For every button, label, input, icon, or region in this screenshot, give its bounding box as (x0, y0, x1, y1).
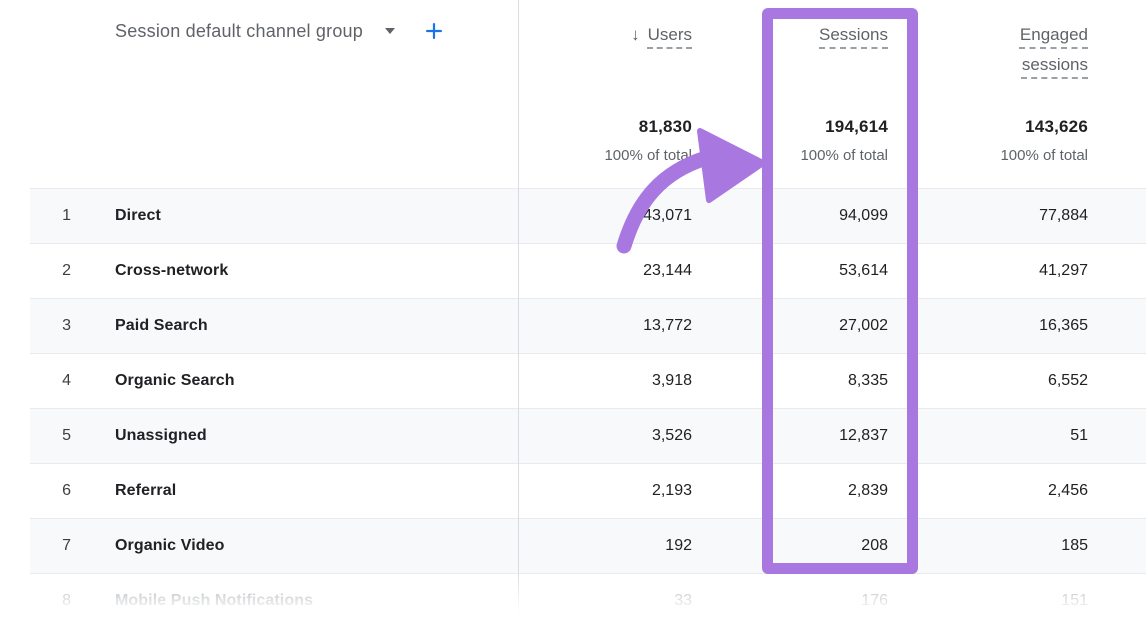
users-total: 81,830 100% of total (518, 95, 710, 164)
table-row: 5 Unassigned 3,526 12,837 51 (30, 408, 1146, 463)
row-index: 2 (62, 262, 71, 279)
users-value: 3,918 (651, 372, 692, 389)
sort-desc-icon: ↓ (631, 25, 640, 44)
table-row: 6 Referral 2,193 2,839 2,456 (30, 463, 1146, 518)
sessions-value: 27,002 (839, 317, 888, 334)
channel-name: Cross-network (115, 262, 229, 279)
users-value: 13,772 (643, 317, 692, 334)
sessions-value: 53,614 (839, 262, 888, 279)
dimension-label: Session default channel group (115, 20, 363, 41)
row-index: 7 (62, 537, 71, 554)
engaged-sessions-value: 16,365 (1039, 317, 1088, 334)
table-row: 4 Organic Search 3,918 8,335 6,552 (30, 353, 1146, 408)
sessions-value: 2,839 (847, 482, 888, 499)
row-index: 1 (62, 207, 71, 224)
users-value: 192 (665, 537, 692, 554)
table-row: 8 Mobile Push Notifications 33 176 151 (30, 573, 1146, 619)
users-value: 2,193 (651, 482, 692, 499)
row-index: 5 (62, 427, 71, 444)
engaged-sessions-header-label: Engaged sessions (1019, 25, 1088, 74)
dimension-metrics-divider (518, 0, 519, 619)
table-row: 1 Direct 43,071 94,099 77,884 (30, 188, 1146, 243)
engaged-sessions-value: 41,297 (1039, 262, 1088, 279)
sessions-total-caption: 100% of total (800, 147, 888, 164)
plus-icon (426, 23, 442, 39)
column-header-engaged-sessions[interactable]: Engaged sessions (908, 0, 1146, 80)
add-dimension-button[interactable] (423, 20, 445, 42)
channel-name: Referral (115, 482, 177, 499)
engaged-sessions-value: 51 (1070, 427, 1088, 444)
sessions-total: 194,614 100% of total (710, 95, 908, 164)
row-index: 6 (62, 482, 71, 499)
dimension-picker[interactable]: Session default channel group (75, 0, 518, 42)
engaged-sessions-total: 143,626 100% of total (908, 95, 1146, 164)
users-total-value: 81,830 (638, 117, 692, 136)
channel-name: Unassigned (115, 427, 207, 444)
sessions-value: 12,837 (839, 427, 888, 444)
column-header-sessions[interactable]: Sessions (710, 0, 908, 50)
channel-group-table: Session default channel group ↓ Users Ses… (30, 0, 1146, 619)
engaged-sessions-value: 2,456 (1047, 482, 1088, 499)
engaged-sessions-total-value: 143,626 (1025, 117, 1088, 136)
users-value: 3,526 (651, 427, 692, 444)
sessions-value: 176 (861, 592, 888, 609)
column-header-users[interactable]: ↓ Users (518, 0, 710, 50)
table-row: 3 Paid Search 13,772 27,002 16,365 (30, 298, 1146, 353)
sessions-value: 94,099 (839, 207, 888, 224)
row-index: 8 (62, 592, 71, 609)
sessions-value: 8,335 (847, 372, 888, 389)
table-row: 7 Organic Video 192 208 185 (30, 518, 1146, 573)
engaged-sessions-value: 77,884 (1039, 207, 1088, 224)
channel-name: Paid Search (115, 317, 208, 334)
engaged-sessions-total-caption: 100% of total (1000, 147, 1088, 164)
channel-name: Organic Search (115, 372, 235, 389)
users-value: 33 (674, 592, 692, 609)
engaged-sessions-value: 151 (1061, 592, 1088, 609)
engaged-sessions-value: 6,552 (1047, 372, 1088, 389)
table-row: 2 Cross-network 23,144 53,614 41,297 (30, 243, 1146, 298)
users-value: 23,144 (643, 262, 692, 279)
sessions-value: 208 (861, 537, 888, 554)
users-header-label: Users (647, 25, 692, 44)
table-totals-row: 81,830 100% of total 194,614 100% of tot… (30, 95, 1146, 188)
channel-name: Organic Video (115, 537, 225, 554)
channel-name: Direct (115, 207, 161, 224)
sessions-header-label: Sessions (819, 25, 888, 44)
table-header-row: Session default channel group ↓ Users Ses… (30, 0, 1146, 95)
chevron-down-icon[interactable] (384, 28, 395, 34)
sessions-total-value: 194,614 (825, 117, 888, 136)
row-index: 3 (62, 317, 71, 334)
engaged-sessions-value: 185 (1061, 537, 1088, 554)
users-total-caption: 100% of total (604, 147, 692, 164)
row-index: 4 (62, 372, 71, 389)
channel-name: Mobile Push Notifications (115, 592, 314, 609)
users-value: 43,071 (643, 207, 692, 224)
